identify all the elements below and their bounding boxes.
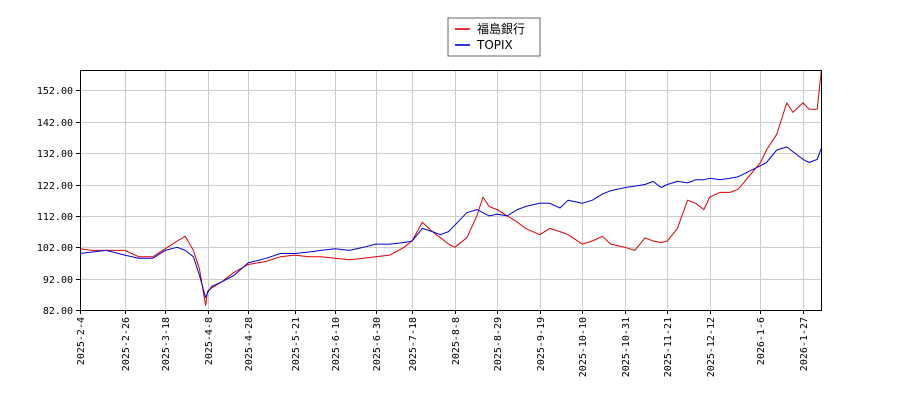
x-tick-label: 2025-6-30 [372,317,383,371]
y-tick-label: 122.00 [37,181,73,192]
series-lines [79,71,822,306]
gridlines [80,70,821,311]
x-tick-label: 2025-5-21 [291,317,302,371]
x-tick-label: 2025-3-18 [161,317,172,371]
x-tick-label: 2025-4-8 [204,317,215,365]
legend: 福島銀行 TOPIX [447,17,541,57]
x-tick-label: 2025-2-26 [121,317,132,371]
legend-label-topix: TOPIX [476,38,513,52]
x-tick-label: 2025-6-10 [331,317,342,371]
y-tick-label: 102.00 [37,243,73,254]
series-line-topix [79,146,822,298]
y-tick-label: 132.00 [37,149,73,160]
plot-frame [80,70,822,311]
x-tick-label: 2025-8-8 [451,317,462,365]
y-tick-label: 112.00 [37,212,73,223]
axes: 82.00 92.00 102.00 112.00 122.00 132.00 142.00… [37,70,822,377]
y-tick-label: 142.00 [37,118,73,129]
x-tick-label: 2025-2-4 [76,317,87,365]
legend-label-fukushima-bank: 福島銀行 [477,21,525,36]
x-tick-label: 2025-7-18 [408,317,419,371]
x-tick-label: 2026-1-27 [799,317,810,371]
x-tick-label: 2025-9-19 [536,317,547,371]
series-line-fukushima-bank [79,71,822,306]
x-tick-label: 2025-11-21 [663,317,674,377]
x-tick-label: 2025-10-31 [621,317,632,377]
x-tick-label: 2025-10-10 [578,317,589,377]
x-tick-label: 2026-1-6 [756,317,767,365]
x-tick-label: 2025-4-28 [244,317,255,371]
y-tick-label: 152.00 [37,86,73,97]
x-tick-label: 2025-8-29 [493,317,504,371]
legend-box [447,17,541,57]
y-tick-label: 82.00 [43,306,73,317]
y-tick-label: 92.00 [43,275,73,286]
x-tick-label: 2025-12-12 [706,317,717,377]
